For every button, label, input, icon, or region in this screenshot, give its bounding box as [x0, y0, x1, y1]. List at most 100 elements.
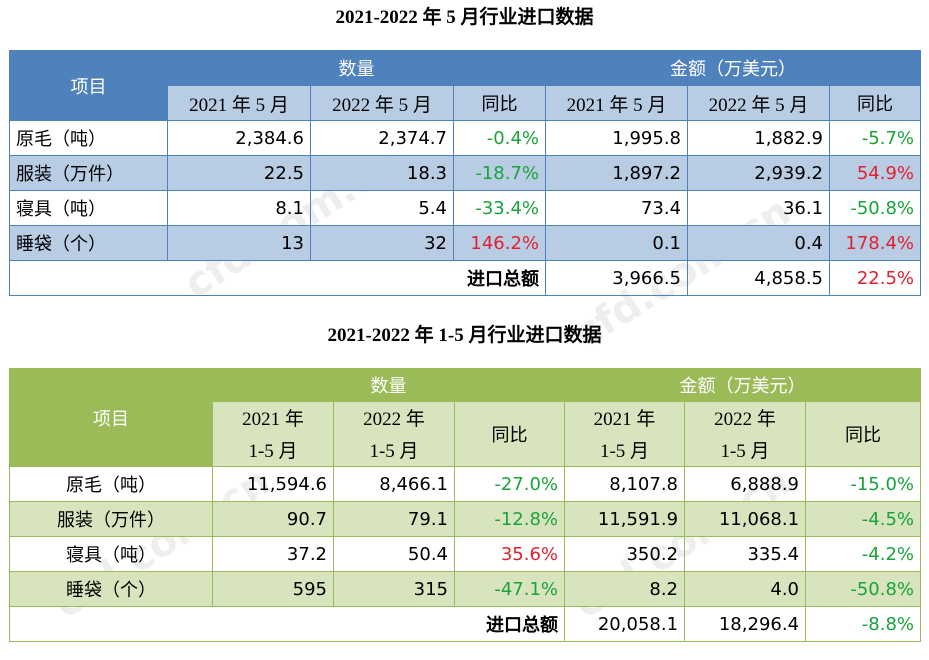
- total-label: 进口总额: [8, 606, 566, 642]
- header-quantity: 数量: [166, 50, 547, 86]
- header-amount: 金额（万美元）: [564, 368, 922, 402]
- cell-a2021: 8.2: [564, 571, 686, 607]
- cell-q2022: 8,466.1: [333, 466, 455, 502]
- cell-q2022: 50.4: [333, 536, 455, 572]
- header-qyoy: 同比: [452, 85, 547, 121]
- cell-a2022: 2,939.2: [687, 155, 831, 191]
- total-a2021: 3,966.5: [545, 260, 689, 296]
- cell-q2022: 2,374.7: [310, 120, 454, 156]
- header-quantity: 数量: [211, 368, 566, 402]
- header-amount: 金额（万美元）: [545, 50, 922, 86]
- cell-a2022: 4.0: [684, 571, 807, 607]
- header-a2022-months: 1-5 月: [684, 432, 807, 467]
- header-q2022-year: 2022 年: [333, 401, 455, 432]
- header-a2021-months: 1-5 月: [564, 432, 686, 467]
- cell-a2022: 11,068.1: [684, 501, 807, 537]
- row-name: 寝具（吨）: [9, 536, 213, 572]
- header-item: 项目: [9, 50, 168, 121]
- cell-a2022: 0.4: [687, 225, 831, 261]
- row-name: 原毛（吨）: [9, 466, 213, 502]
- table-row: 睡袋（个） 595 315 -47.1% 8.2 4.0 -50.8%: [9, 571, 922, 607]
- table-row: 服装（万件） 22.5 18.3 -18.7% 1,897.2 2,939.2 …: [9, 155, 922, 191]
- cell-a2022: 1,882.9: [687, 120, 831, 156]
- row-name: 服装（万件）: [9, 155, 168, 191]
- cell-a2021: 1,897.2: [545, 155, 689, 191]
- cell-a2021: 350.2: [564, 536, 686, 572]
- cell-a2021: 11,591.9: [564, 501, 686, 537]
- cell-a2022: 6,888.9: [684, 466, 807, 502]
- header-qyoy: 同比: [453, 401, 566, 467]
- cell-q2021: 11,594.6: [212, 466, 334, 502]
- total-a2022: 18,296.4: [684, 606, 807, 642]
- cell-ayoy: 54.9%: [829, 155, 922, 191]
- total-ayoy: -8.8%: [805, 606, 922, 642]
- table-row: 寝具（吨） 37.2 50.4 35.6% 350.2 335.4 -4.2%: [9, 536, 922, 572]
- row-name: 睡袋（个）: [9, 225, 168, 261]
- cell-q2021: 90.7: [212, 501, 334, 537]
- total-a2022: 4,858.5: [687, 260, 831, 296]
- cell-q2021: 37.2: [212, 536, 334, 572]
- total-row: 进口总额 3,966.5 4,858.5 22.5%: [8, 260, 922, 296]
- cell-a2022: 36.1: [687, 190, 831, 226]
- total-ayoy: 22.5%: [829, 260, 922, 296]
- header-item: 项目: [9, 368, 213, 467]
- header-a2021-year: 2021 年: [564, 401, 686, 432]
- cell-qyoy: -0.4%: [452, 120, 547, 156]
- table-row: 服装（万件） 90.7 79.1 -12.8% 11,591.9 11,068.…: [9, 501, 922, 537]
- table-row: 寝具（吨） 8.1 5.4 -33.4% 73.4 36.1 -50.8%: [9, 190, 922, 226]
- cell-ayoy: -15.0%: [805, 466, 922, 502]
- cell-q2022: 32: [310, 225, 454, 261]
- cell-ayoy: -50.8%: [805, 571, 922, 607]
- cell-q2022: 5.4: [310, 190, 454, 226]
- row-name: 原毛（吨）: [9, 120, 168, 156]
- table2-title: 2021-2022 年 1-5 月行业进口数据: [327, 325, 602, 346]
- table-row: 睡袋（个） 13 32 146.2% 0.1 0.4 178.4%: [9, 225, 922, 261]
- cell-qyoy: -12.8%: [453, 501, 566, 537]
- cell-q2021: 8.1: [167, 190, 311, 226]
- header-q2022: 2022 年 5 月: [310, 85, 454, 121]
- cell-qyoy: -18.7%: [452, 155, 547, 191]
- table1: 项目 数量 金额（万美元） 2021 年 5 月 2022 年 5 月 同比 2…: [8, 50, 922, 296]
- header-q2021-months: 1-5 月: [212, 432, 334, 467]
- cell-ayoy: -4.5%: [805, 501, 922, 537]
- cell-a2022: 335.4: [684, 536, 807, 572]
- cell-q2021: 595: [212, 571, 334, 607]
- table-row: 原毛（吨） 2,384.6 2,374.7 -0.4% 1,995.8 1,88…: [9, 120, 922, 156]
- row-name: 睡袋（个）: [9, 571, 213, 607]
- cell-q2022: 79.1: [333, 501, 455, 537]
- cell-ayoy: -50.8%: [829, 190, 922, 226]
- header-q2021: 2021 年 5 月: [167, 85, 311, 121]
- header-a2021: 2021 年 5 月: [545, 85, 689, 121]
- cell-q2022: 315: [333, 571, 455, 607]
- table2: 项目 数量 金额（万美元） 2021 年 2022 年 同比 2021 年 20…: [8, 368, 922, 642]
- header-a2022: 2022 年 5 月: [687, 85, 831, 121]
- cell-q2021: 13: [167, 225, 311, 261]
- table1-title: 2021-2022 年 5 月行业进口数据: [335, 7, 594, 28]
- cell-a2021: 73.4: [545, 190, 689, 226]
- header-q2021-year: 2021 年: [212, 401, 334, 432]
- cell-q2021: 2,384.6: [167, 120, 311, 156]
- cell-a2021: 1,995.8: [545, 120, 689, 156]
- header-a2022-year: 2022 年: [684, 401, 807, 432]
- total-a2021: 20,058.1: [564, 606, 686, 642]
- header-q2022-months: 1-5 月: [333, 432, 455, 467]
- total-label: 进口总额: [8, 260, 547, 296]
- header-ayoy: 同比: [805, 401, 922, 467]
- cell-a2021: 8,107.8: [564, 466, 686, 502]
- cell-ayoy: -4.2%: [805, 536, 922, 572]
- cell-qyoy: -27.0%: [453, 466, 566, 502]
- cell-qyoy: -33.4%: [452, 190, 547, 226]
- cell-qyoy: -47.1%: [453, 571, 566, 607]
- cell-ayoy: 178.4%: [829, 225, 922, 261]
- cell-qyoy: 35.6%: [453, 536, 566, 572]
- cell-ayoy: -5.7%: [829, 120, 922, 156]
- header-ayoy: 同比: [829, 85, 922, 121]
- row-name: 服装（万件）: [9, 501, 213, 537]
- table-row: 原毛（吨） 11,594.6 8,466.1 -27.0% 8,107.8 6,…: [9, 466, 922, 502]
- cell-a2021: 0.1: [545, 225, 689, 261]
- row-name: 寝具（吨）: [9, 190, 168, 226]
- total-row: 进口总额 20,058.1 18,296.4 -8.8%: [8, 606, 922, 642]
- cell-q2022: 18.3: [310, 155, 454, 191]
- cell-q2021: 22.5: [167, 155, 311, 191]
- cell-qyoy: 146.2%: [452, 225, 547, 261]
